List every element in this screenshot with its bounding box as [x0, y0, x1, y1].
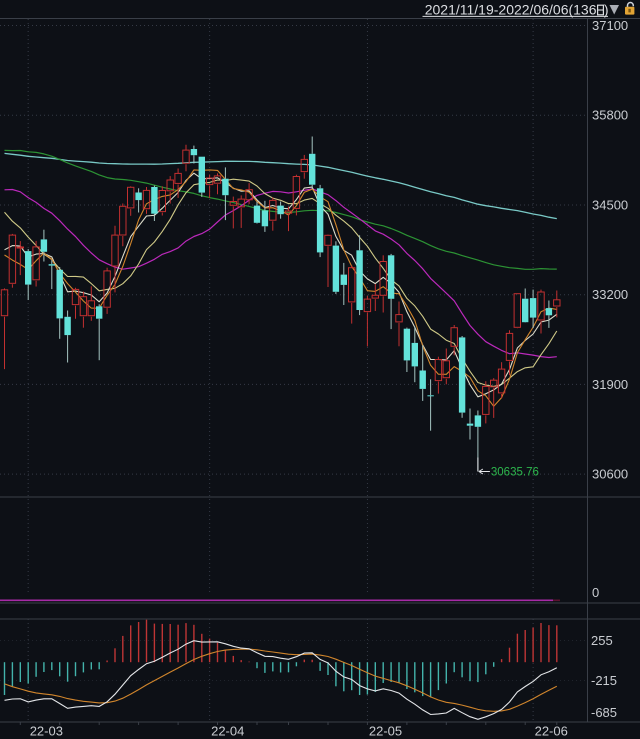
- svg-text:-215: -215: [591, 673, 617, 688]
- svg-text:0: 0: [592, 585, 599, 600]
- svg-text:35800: 35800: [592, 108, 628, 123]
- svg-text:255: 255: [591, 633, 613, 648]
- svg-text:22-04: 22-04: [211, 724, 244, 739]
- svg-text:): ): [604, 2, 609, 18]
- svg-text:30600: 30600: [592, 467, 628, 482]
- svg-text:30635.76: 30635.76: [491, 467, 539, 479]
- svg-text:37100: 37100: [592, 18, 628, 33]
- svg-text:34500: 34500: [592, 198, 628, 213]
- svg-text:33200: 33200: [592, 287, 628, 302]
- svg-text:31900: 31900: [592, 377, 628, 392]
- svg-text:22-06: 22-06: [535, 724, 568, 739]
- svg-text:22-05: 22-05: [369, 724, 402, 739]
- svg-text:22-03: 22-03: [30, 724, 63, 739]
- svg-text:-685: -685: [591, 705, 617, 720]
- svg-text:2021/11/19-2022/06/06(136: 2021/11/19-2022/06/06(136: [425, 2, 597, 18]
